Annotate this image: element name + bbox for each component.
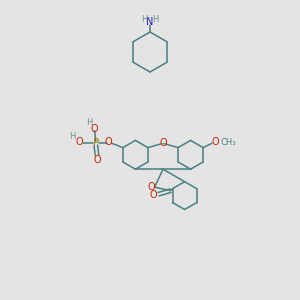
Text: H: H (69, 132, 75, 141)
Text: O: O (150, 190, 158, 200)
Text: O: O (93, 155, 101, 165)
Text: CH₃: CH₃ (220, 138, 236, 147)
Text: P: P (93, 138, 99, 148)
Text: H: H (141, 14, 148, 23)
Text: O: O (159, 138, 167, 148)
Text: H: H (86, 118, 93, 127)
Text: O: O (105, 137, 112, 147)
Text: O: O (91, 124, 98, 134)
Text: H: H (152, 14, 159, 23)
Text: N: N (146, 17, 154, 27)
Text: O: O (75, 137, 83, 147)
Text: O: O (211, 137, 219, 147)
Text: O: O (148, 182, 155, 192)
